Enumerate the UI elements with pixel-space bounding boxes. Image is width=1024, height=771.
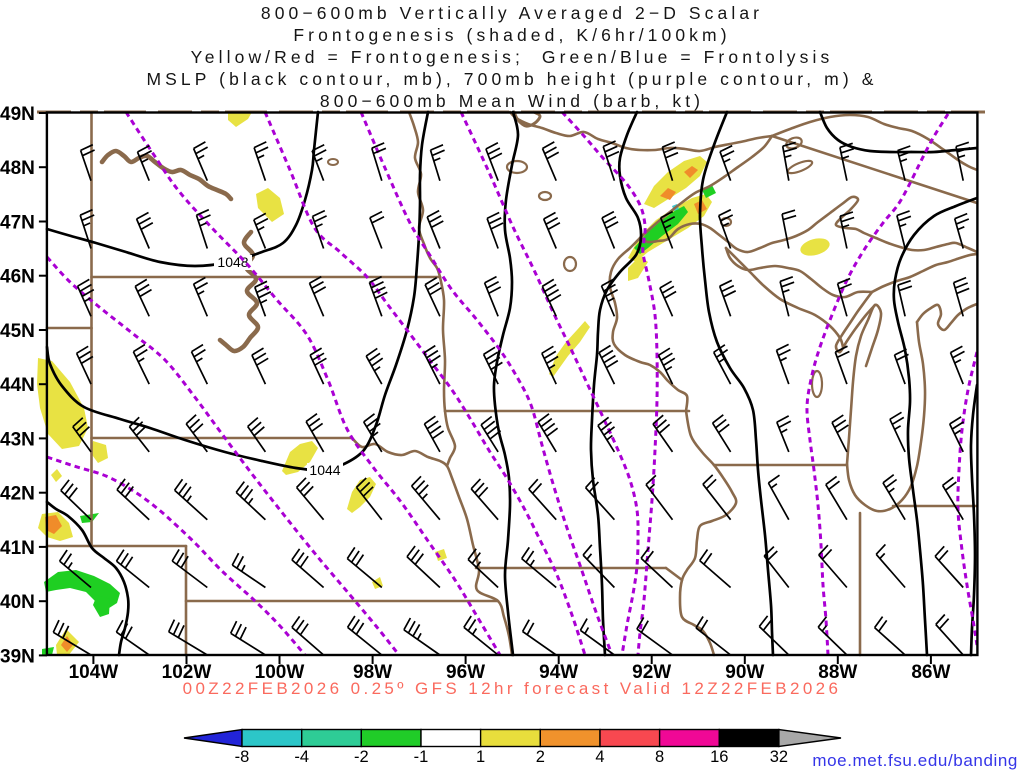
svg-text:92W: 92W xyxy=(632,662,671,683)
svg-text:1048: 1048 xyxy=(217,254,248,270)
svg-text:100W: 100W xyxy=(255,662,305,683)
svg-text:2: 2 xyxy=(536,748,545,766)
svg-text:1: 1 xyxy=(476,748,485,766)
svg-text:43N: 43N xyxy=(0,429,35,450)
svg-text:45N: 45N xyxy=(0,321,35,342)
svg-text:-2: -2 xyxy=(354,748,369,766)
svg-text:8: 8 xyxy=(655,748,664,766)
svg-text:86W: 86W xyxy=(911,662,950,683)
svg-text:46N: 46N xyxy=(0,267,35,288)
svg-text:40N: 40N xyxy=(0,592,35,613)
svg-text:41N: 41N xyxy=(0,538,35,559)
svg-text:-4: -4 xyxy=(294,748,309,766)
svg-text:39N: 39N xyxy=(0,646,35,667)
svg-text:48N: 48N xyxy=(0,158,35,179)
svg-text:44N: 44N xyxy=(0,375,35,396)
svg-text:47N: 47N xyxy=(0,213,35,234)
svg-text:32: 32 xyxy=(770,748,788,766)
svg-text:90W: 90W xyxy=(725,662,764,683)
svg-text:98W: 98W xyxy=(353,662,392,683)
svg-text:-1: -1 xyxy=(414,748,429,766)
svg-text:16: 16 xyxy=(710,748,728,766)
svg-text:94W: 94W xyxy=(539,662,578,683)
svg-text:102W: 102W xyxy=(162,662,212,683)
svg-text:88W: 88W xyxy=(818,662,857,683)
svg-text:42N: 42N xyxy=(0,484,35,505)
svg-text:96W: 96W xyxy=(446,662,485,683)
svg-text:1044: 1044 xyxy=(309,462,340,478)
svg-text:49N: 49N xyxy=(0,104,35,125)
svg-text:4: 4 xyxy=(595,748,604,766)
svg-text:-8: -8 xyxy=(235,748,250,766)
svg-text:104W: 104W xyxy=(69,662,119,683)
